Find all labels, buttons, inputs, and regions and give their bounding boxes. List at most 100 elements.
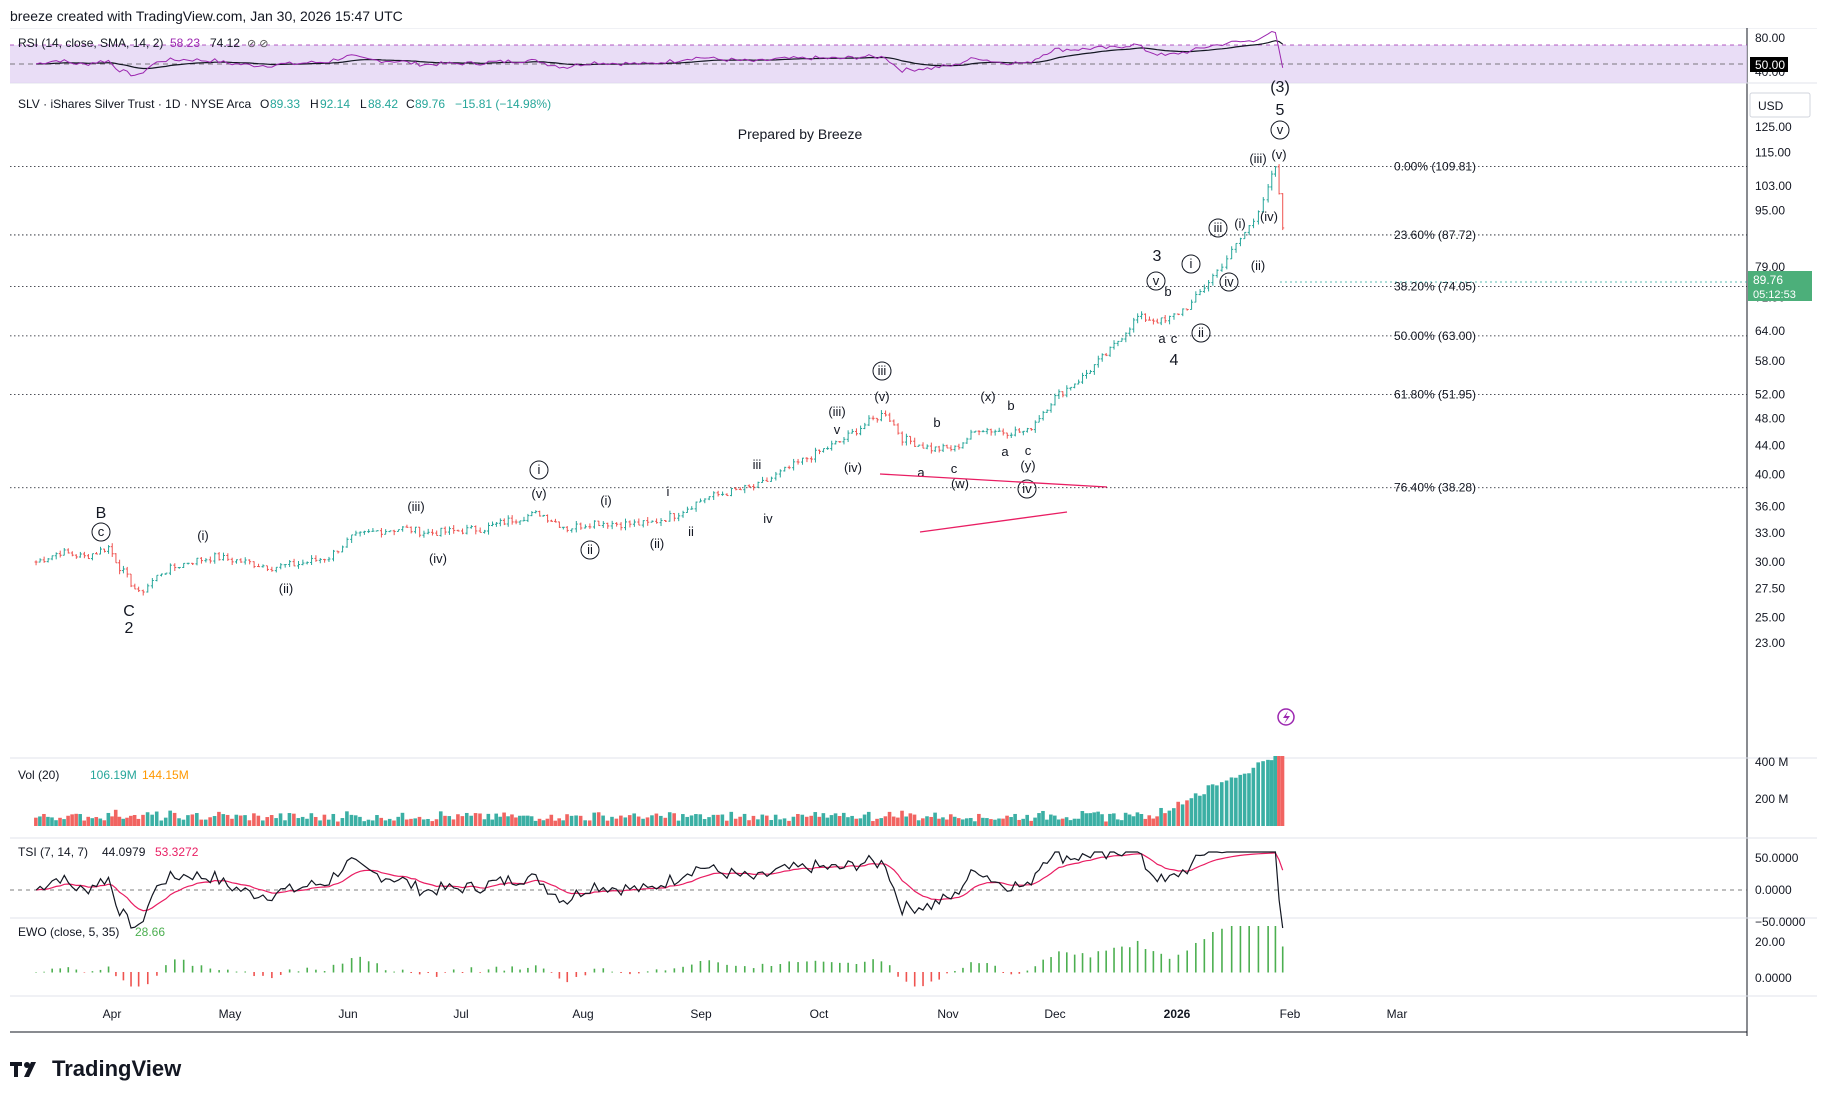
volume-bar	[1176, 801, 1180, 826]
volume-bar	[1005, 815, 1009, 826]
wave-circle	[1017, 479, 1037, 499]
volume-bar	[1224, 780, 1229, 826]
ewo-bar	[620, 972, 622, 973]
ewo-bar	[435, 972, 438, 977]
volume-bar	[345, 811, 349, 826]
volume-bar	[825, 817, 830, 826]
volume-bar	[1143, 818, 1148, 826]
volume-bar	[1139, 814, 1144, 826]
volume-bar	[514, 817, 518, 826]
volume-bar	[510, 814, 514, 826]
ewo-bar	[418, 972, 421, 975]
ewo-bar	[209, 968, 212, 973]
volume-bar	[1127, 814, 1132, 826]
wave-circle	[1219, 272, 1239, 292]
wave-label: (iv)	[429, 551, 447, 566]
volume-bar	[1269, 760, 1274, 826]
price-tick: 95.00	[1755, 204, 1785, 218]
volume-bar	[1021, 818, 1025, 826]
volume-bar	[636, 816, 641, 826]
ewo-bar	[611, 971, 613, 973]
currency-label[interactable]: USD	[1758, 99, 1784, 113]
ewo-bar	[1281, 946, 1284, 973]
ewo-bar	[393, 971, 395, 973]
currency-button[interactable]	[1749, 92, 1811, 118]
volume-bar	[392, 820, 396, 826]
volume-bar	[409, 818, 413, 826]
ewo-bar	[638, 972, 640, 974]
ewo-bar	[855, 964, 858, 973]
volume-bar	[989, 819, 993, 826]
volume-bar	[278, 813, 283, 826]
ewo-bar	[452, 969, 455, 973]
volume-bar	[1219, 782, 1224, 826]
symbol-line: SLV · iShares Silver Trust · 1D · NYSE A…	[18, 97, 252, 111]
volume-bar	[948, 814, 953, 826]
ewo-bar	[830, 962, 833, 973]
ewo-bar	[262, 972, 264, 976]
volume-bar	[217, 811, 221, 826]
wave-label: (i)	[1234, 216, 1246, 231]
volume-bar	[318, 820, 322, 826]
volume-bar	[587, 820, 592, 826]
volume-bar	[387, 818, 392, 826]
volume-bar	[756, 819, 760, 826]
volume-bar	[38, 816, 42, 826]
volume-bar	[1229, 777, 1234, 826]
ewo-bar	[752, 968, 755, 973]
volume-bar	[1135, 812, 1140, 826]
tradingview-logo[interactable]: TradingView	[10, 1056, 181, 1082]
chart-svg[interactable]: RSI (14, close, SMA, 14, 2) 58.23 74.12 …	[10, 27, 1817, 1036]
volume-bar	[1123, 812, 1128, 826]
wave-label: 2	[125, 620, 134, 637]
volume-bar	[1242, 773, 1247, 826]
volume-bar	[829, 815, 834, 826]
volume-bar	[190, 814, 195, 826]
timer-badge: 05:12:53	[1753, 289, 1796, 301]
volume-bar	[623, 817, 628, 826]
volume-bar	[694, 814, 698, 826]
volume-bar	[711, 814, 716, 826]
ewo-bar	[986, 963, 988, 973]
wave-label: iii	[753, 457, 762, 472]
rsi-eye-icon[interactable]: ⊘ ⊘	[247, 38, 269, 50]
ewo-bar	[1274, 926, 1277, 973]
time-tick: Dec	[1044, 1007, 1065, 1021]
ewo-bar	[51, 968, 53, 973]
volume-bar	[997, 818, 1001, 826]
volume-bar	[1210, 784, 1215, 826]
ewo-bar	[726, 964, 728, 973]
volume-bar	[58, 817, 62, 826]
ewo-bar	[593, 968, 596, 973]
tradingview-logo-icon	[10, 1060, 46, 1078]
tsi-tick-neg50: −50.0000	[1755, 915, 1806, 929]
volume-bar	[1171, 808, 1176, 826]
wave-label: v	[834, 422, 841, 437]
volume-bar	[533, 820, 538, 826]
volume-bar	[993, 819, 997, 826]
volume-bar	[417, 816, 422, 826]
volume-bar	[1198, 795, 1202, 826]
wave-label: v	[1277, 122, 1284, 137]
price-tick: 27.50	[1755, 582, 1785, 596]
wave-label: (iii)	[1249, 151, 1266, 166]
price-tick: 23.00	[1755, 636, 1785, 650]
ewo-bar	[1097, 951, 1100, 973]
wave-label: iii	[1214, 220, 1223, 235]
time-tick: Nov	[937, 1007, 958, 1021]
ewo-bar	[315, 969, 317, 973]
volume-bar	[326, 819, 331, 826]
volume-bar	[1045, 819, 1049, 826]
wave-label: (iii)	[407, 499, 424, 514]
volume-bar	[627, 815, 632, 826]
volume-bar	[1185, 800, 1189, 826]
volume-bar	[172, 812, 177, 826]
ewo-bar	[1203, 939, 1206, 973]
ewo-bar	[367, 961, 370, 973]
volume-bar	[689, 815, 694, 826]
triangle-upper-line	[879, 473, 1108, 488]
volume-bar	[121, 818, 126, 826]
volume-bar	[102, 820, 107, 826]
volume-bar	[203, 819, 208, 826]
ewo-bar	[1257, 926, 1260, 973]
